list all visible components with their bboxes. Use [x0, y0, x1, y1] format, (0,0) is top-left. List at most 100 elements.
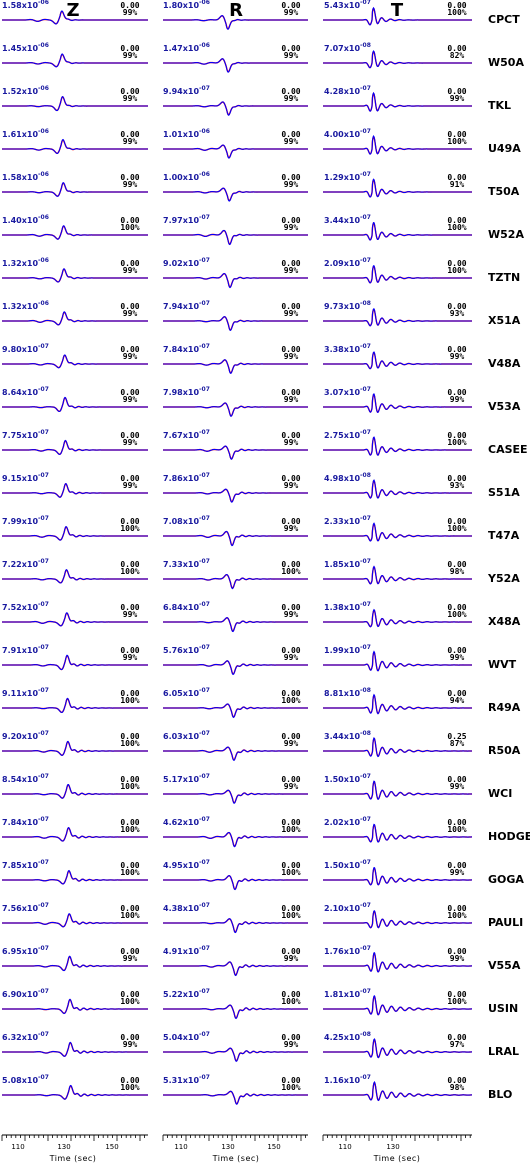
amplitude-label: 1.52x10-06	[2, 85, 49, 96]
fit-percent-label: 99%	[450, 352, 465, 361]
time-shift-label: 0.00	[120, 818, 139, 827]
amplitude-label: 6.90x10-07	[2, 988, 49, 999]
amplitude-label: 1.29x10-07	[324, 171, 371, 182]
time-shift-label: 0.00	[447, 947, 466, 956]
time-shift-label: 0.00	[447, 1033, 466, 1042]
time-shift-label: 0.00	[281, 861, 300, 870]
station-label: PAULI	[488, 916, 523, 929]
time-shift-label: 0.00	[447, 560, 466, 569]
observed-trace	[163, 1090, 308, 1105]
observed-trace	[323, 6, 472, 26]
time-shift-label: 0.00	[281, 1076, 300, 1085]
time-shift-label: 0.00	[120, 990, 139, 999]
fit-percent-label: 93%	[450, 481, 465, 490]
time-shift-label: 0.00	[120, 904, 139, 913]
synthetic-trace	[163, 961, 308, 976]
observed-trace	[2, 955, 148, 972]
observed-trace	[2, 654, 148, 671]
fit-percent-label: 99%	[284, 94, 299, 103]
fit-percent-label: 100%	[447, 438, 466, 447]
observed-trace	[2, 913, 148, 928]
fit-percent-label: 100%	[447, 223, 466, 232]
observed-trace	[163, 15, 308, 30]
time-shift-label: 0.00	[281, 904, 300, 913]
time-shift-label: 0.00	[447, 87, 466, 96]
fit-percent-label: 99%	[123, 180, 138, 189]
fit-percent-label: 99%	[450, 94, 465, 103]
amplitude-label: 5.08x10-07	[2, 1074, 49, 1085]
time-shift-label: 0.00	[120, 431, 139, 440]
fit-percent-label: 99%	[123, 395, 138, 404]
synthetic-trace	[163, 703, 308, 718]
fit-percent-label: 100%	[281, 997, 300, 1006]
amplitude-label: 1.61x10-06	[2, 128, 49, 139]
time-shift-label: 0.00	[120, 1076, 139, 1085]
observed-trace	[163, 187, 308, 202]
observed-trace	[163, 703, 308, 719]
station-label: BLO	[488, 1088, 512, 1101]
fit-percent-label: 99%	[123, 653, 138, 662]
fit-percent-label: 100%	[281, 567, 300, 576]
fit-percent-label: 99%	[450, 653, 465, 662]
station-label: WCI	[488, 787, 512, 800]
amplitude-label: 7.56x10-07	[2, 902, 49, 913]
amplitude-label: 4.25x10-08	[324, 1031, 371, 1042]
observed-trace	[2, 439, 148, 455]
observed-trace	[163, 359, 308, 374]
observed-trace	[163, 488, 308, 503]
amplitude-label: 6.95x10-07	[2, 945, 49, 956]
fit-percent-label: 100%	[447, 825, 466, 834]
time-shift-label: 0.00	[281, 990, 300, 999]
amplitude-label: 1.32x10-06	[2, 257, 49, 268]
fit-percent-label: 99%	[123, 51, 138, 60]
amplitude-label: 8.54x10-07	[2, 773, 49, 784]
station-label: W50A	[488, 56, 524, 69]
observed-trace	[323, 565, 472, 585]
observed-trace	[323, 479, 472, 499]
time-shift-label: 0.00	[281, 388, 300, 397]
time-shift-label: 0.00	[447, 44, 466, 53]
time-shift-label: 0.00	[447, 431, 466, 440]
fit-percent-label: 99%	[284, 782, 299, 791]
time-shift-label: 0.00	[281, 603, 300, 612]
synthetic-trace	[163, 144, 308, 159]
fit-percent-label: 100%	[447, 137, 466, 146]
time-shift-label: 0.00	[120, 732, 139, 741]
station-label: V55A	[488, 959, 521, 972]
fit-percent-label: 100%	[120, 223, 139, 232]
amplitude-label: 7.99x10-07	[2, 515, 49, 526]
station-label: WVT	[488, 658, 517, 671]
observed-trace	[323, 867, 472, 886]
observed-trace	[2, 268, 148, 283]
time-shift-label: 0.00	[447, 302, 466, 311]
amplitude-label: 1.45x10-06	[2, 42, 49, 53]
fit-percent-label: 99%	[284, 739, 299, 748]
time-shift-label: 0.00	[281, 216, 300, 225]
time-shift-label: 0.00	[120, 216, 139, 225]
tick-label: 150	[267, 1143, 280, 1151]
fit-percent-label: 87%	[450, 739, 465, 748]
station-label: GOGA	[488, 873, 524, 886]
station-label: HODGE	[488, 830, 530, 843]
synthetic-trace	[163, 359, 308, 374]
time-shift-label: 0.00	[447, 474, 466, 483]
observed-trace	[323, 393, 472, 413]
observed-trace	[163, 831, 308, 848]
fit-percent-label: 99%	[450, 782, 465, 791]
tick-label: 130	[386, 1143, 399, 1151]
amplitude-label: 1.99x10-07	[324, 644, 371, 655]
amplitude-label: 3.38x10-07	[324, 343, 371, 354]
fit-percent-label: 100%	[120, 868, 139, 877]
time-shift-label: 0.00	[447, 861, 466, 870]
time-shift-label: 0.00	[120, 775, 139, 784]
synthetic-trace	[163, 101, 308, 116]
observed-trace	[163, 101, 308, 116]
observed-trace	[323, 736, 472, 758]
fit-percent-label: 99%	[284, 524, 299, 533]
station-label: TZTN	[488, 271, 520, 284]
